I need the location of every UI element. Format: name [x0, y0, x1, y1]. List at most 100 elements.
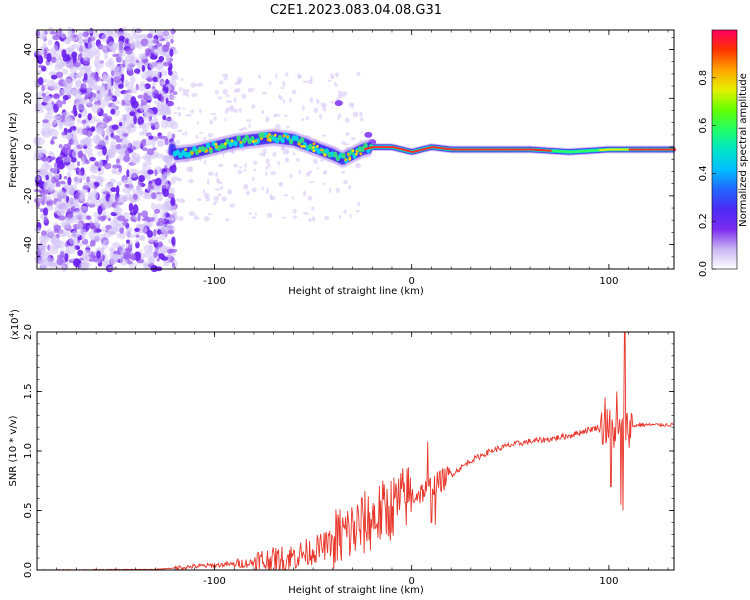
scatter-blob [218, 163, 224, 168]
noise-blob [125, 48, 133, 55]
noise-blob [115, 41, 125, 51]
ridge-hotspot [198, 150, 202, 153]
noise-blob [162, 115, 167, 121]
noise-blob [160, 210, 167, 220]
scatter-blob [242, 149, 245, 152]
noise-blob [62, 95, 69, 101]
noise-blob [102, 145, 107, 156]
ridge-peak [403, 149, 406, 151]
spectrogram-y-ticks: -40 -20 0 20 40 [23, 37, 674, 258]
ridge-hotspot [355, 150, 359, 153]
noise-blob [126, 239, 130, 244]
noise-blob [146, 148, 155, 156]
noise-blob [52, 166, 58, 175]
noise-blob [111, 28, 120, 38]
noise-blob [81, 137, 91, 147]
y-tick-label: 0 [23, 144, 34, 150]
ridge-peak [423, 148, 426, 150]
scatter-blob [199, 131, 204, 134]
ridge-peak [372, 146, 375, 149]
scatter-blob [343, 209, 347, 214]
scatter-blob [176, 106, 182, 110]
ridge-peak [445, 147, 448, 150]
noise-blob [40, 156, 49, 162]
scatter-blob [214, 188, 220, 191]
ridge-peak [516, 148, 519, 151]
noise-blob [75, 79, 83, 88]
ridge-mid [294, 135, 299, 142]
ridge-hotspot [260, 137, 263, 141]
noise-blob [110, 187, 117, 193]
noise-blob [112, 169, 118, 175]
noise-blob [134, 227, 140, 232]
noise-blob [105, 77, 112, 83]
snr-y-axis-label: SNR (10 * v/v) [8, 415, 19, 486]
ridge-peak [577, 150, 580, 153]
scatter-blob [222, 88, 228, 95]
colorbar-gradient [712, 30, 737, 269]
noise-blob [37, 96, 42, 104]
ridge-peak [500, 148, 503, 151]
noise-blob [82, 52, 89, 61]
noise-blob [82, 31, 89, 38]
ridge-peak [518, 148, 521, 151]
noise-blob [54, 237, 59, 244]
noise-blob [41, 128, 52, 138]
ridge-peak [472, 148, 475, 151]
scatter-blob [309, 97, 314, 103]
noise-blob [161, 184, 167, 189]
scatter-blob [277, 160, 280, 166]
scatter-blob [241, 93, 246, 99]
noise-blob [110, 108, 116, 115]
noise-blob [87, 192, 93, 200]
ridge-peak [415, 150, 418, 152]
noise-blob [116, 148, 126, 155]
noise-blob [168, 95, 177, 100]
ridge-peak [413, 150, 416, 153]
noise-blob [124, 149, 130, 157]
scatter-blob [282, 216, 287, 219]
noise-blob [82, 123, 91, 129]
noise-blob [45, 174, 49, 181]
noise-blob [167, 229, 175, 235]
scatter-blob [203, 159, 207, 165]
noise-blob [157, 229, 162, 235]
noise-blob [71, 51, 78, 58]
noise-blob [103, 50, 109, 61]
noise-blob [62, 99, 67, 105]
scatter-blob [334, 72, 340, 78]
noise-blob [60, 32, 67, 39]
noise-blob [105, 135, 109, 141]
ridge-peak [433, 146, 436, 149]
noise-blob [122, 133, 129, 137]
noise-blob [121, 99, 125, 107]
noise-blob [58, 63, 64, 70]
noise-blob [75, 101, 85, 111]
noise-blob [60, 220, 70, 226]
scatter-blob [349, 213, 352, 219]
noise-blob [96, 250, 101, 259]
scatter-blob [359, 111, 363, 117]
noise-blob [51, 156, 56, 160]
noise-blob [132, 193, 138, 200]
noise-blob [108, 88, 112, 97]
ridge-peak [593, 149, 596, 152]
ridge-peak [390, 146, 393, 149]
noise-blob [138, 84, 147, 92]
scatter-blob [289, 174, 294, 178]
noise-blob [171, 262, 176, 268]
noise-blob [151, 192, 157, 200]
scatter-blob [278, 182, 284, 185]
scatter-blob [214, 90, 219, 95]
scatter-blob [179, 198, 186, 204]
scatter-blob [196, 121, 199, 125]
noise-blob [125, 124, 131, 130]
noise-blob [62, 78, 72, 88]
scatter-blob [305, 171, 311, 177]
ridge-hotspot [214, 142, 218, 146]
scatter-blob [259, 152, 263, 156]
noise-blob [108, 57, 114, 66]
scatter-blob [270, 195, 276, 201]
noise-blob [41, 234, 50, 243]
scatter-blob [309, 181, 315, 184]
